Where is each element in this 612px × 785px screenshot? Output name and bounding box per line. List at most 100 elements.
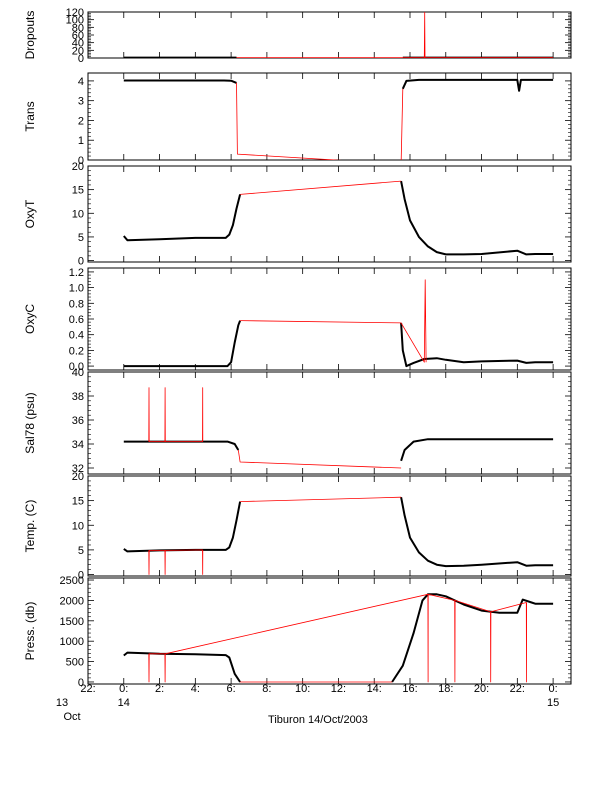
y-tick-label: 0.2 [69,345,84,357]
x-tick-label: 22: [510,683,525,695]
y-tick-label: 15 [72,185,84,197]
series-line-0 [123,79,237,84]
y-tick-label: 10 [72,208,84,220]
series-line-2 [236,12,554,58]
series-line-1 [401,78,554,92]
x-tick-label: 2: [155,683,164,695]
x-tick-label: 20: [474,683,489,695]
x-tick-label: 18: [438,683,453,695]
panel-frame [87,11,572,59]
y-axis-label: Trans [23,101,37,131]
x-tick-label: 10: [295,683,310,695]
y-tick-label: 0.6 [69,314,84,326]
y-tick-label: 40 [72,367,84,379]
panel-frame [87,72,572,161]
y-tick-label: 0 [78,570,84,582]
x-tick-label: 12: [331,683,346,695]
y-tick-label: 1.0 [69,283,84,295]
x-tick-label: 16: [402,683,417,695]
y-tick-label: 0 [78,677,84,689]
x-tick-label: 6: [227,683,236,695]
panel-frame [87,577,572,685]
x-tick-label: 4: [191,683,200,695]
series-line-2 [237,449,402,469]
y-tick-label: 60 [72,30,84,42]
y-axis-label: Temp. (C) [23,500,37,553]
panel-frame [87,371,572,475]
panel-frame [87,267,572,371]
y-tick-label: 38 [72,391,84,403]
y-axis-label: OxyC [23,304,37,334]
y-tick-label: 5 [78,232,84,244]
series-line-3 [148,549,204,575]
y-tick-label: 0 [78,53,84,65]
y-tick-label: 3 [78,96,84,108]
panel-3: 0.0 0.2 0.4 0.6 0.8 1.0 1.2 OxyC [23,267,572,373]
series-line-1 [400,322,554,368]
x-tick-label: 8: [262,683,271,695]
panel-1: 0 1 2 3 4 Trans [23,72,572,167]
series-line-0 [123,501,242,553]
y-tick-label: 34 [72,439,84,451]
y-tick-label: 20 [72,471,84,483]
y-tick-label: 1.2 [69,267,84,279]
series-line-0 [123,651,241,683]
series-line-2 [236,82,404,160]
y-tick-label: 1000 [60,636,84,648]
series-line-0 [123,440,240,451]
y-tick-label: 2000 [60,595,84,607]
y-tick-label: 10 [72,520,84,532]
y-tick-label: 120 [66,7,84,19]
y-tick-label: 1500 [60,616,84,628]
y-tick-label: 32 [72,463,84,475]
y-axis-label: Sal78 (psu) [23,392,37,453]
x-axis-labels: 13 Oct Tiburon 14/Oct/2003 22: 0: 14 2: 4: 6:… [56,683,559,726]
y-tick-label: 5 [78,545,84,557]
y-tick-label: 1 [78,135,84,147]
series-line-1 [400,438,554,462]
y-tick-label: 80 [72,22,84,34]
series-line-1 [400,180,554,256]
y-tick-label: 0 [78,155,84,167]
y-tick-label: 0.0 [69,361,84,373]
y-tick-label: 20 [72,161,84,173]
x-tick-label: 14: [367,683,382,695]
x-tick-label: 0: [549,683,558,695]
panel-2: 0 5 10 15 20 OxyT [23,161,572,268]
y-axis-label: Dropouts [23,11,37,60]
x-axis-title: Tiburon 14/Oct/2003 [268,714,368,726]
y-tick-label: 20 [72,45,84,57]
y-tick-label: 2500 [60,575,84,587]
series-line-0 [123,194,242,242]
series-line-2 [240,279,427,363]
x-axis-start-label-line3: Oct [63,711,80,723]
panel-frame [87,475,572,577]
y-tick-label: 4 [78,76,84,88]
y-tick-label: 0 [78,256,84,268]
y-tick-label: 2 [78,115,84,127]
y-tick-label: 0.4 [69,330,84,342]
series-line-2 [240,496,402,502]
x-axis-start-label-line2: 13 [56,697,68,709]
panel-5: 0 5 10 15 20 Temp. (C) [23,471,572,582]
x-tick-label: 0: [119,683,128,695]
y-axis-label: OxyT [23,199,37,228]
panel-4: 32 34 36 38 40 Sal78 (psu) [23,367,572,475]
x-tick-label-date: 14 [118,697,130,709]
panel-6: 0 500 1000 1500 2000 2500 Press. (db) [23,575,572,689]
y-tick-label: 15 [72,496,84,508]
x-tick-label: 22: [80,683,95,695]
series-line-3 [148,593,527,683]
y-tick-label: 0.8 [69,298,84,310]
y-tick-label: 40 [72,38,84,50]
series-line-1 [400,497,554,568]
panel-frame [87,165,572,263]
x-tick-label-date: 15 [547,697,559,709]
series-line-0 [123,320,242,368]
chart-panels: 020406080100120Dropouts01234Trans0510152… [23,7,572,689]
y-axis-label: Press. (db) [23,602,37,661]
y-tick-label: 100 [66,15,84,27]
series-line-3 [148,387,204,443]
